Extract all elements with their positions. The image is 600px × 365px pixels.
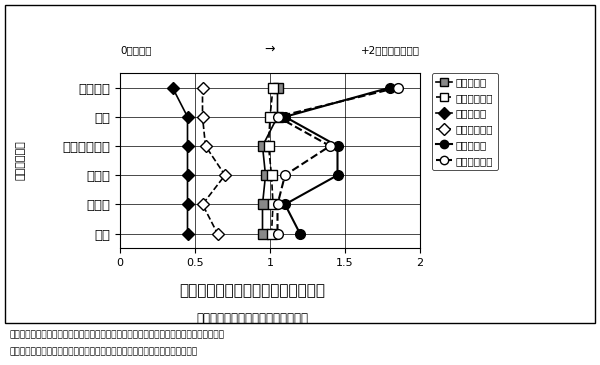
Text: 0（普通）: 0（普通） <box>120 46 151 55</box>
Text: 品質評価項目: 品質評価項目 <box>16 141 26 180</box>
Text: 図１　消費者による牛肉の食味評価: 図１ 消費者による牛肉の食味評価 <box>179 283 325 298</box>
Text: 柔らかさと香り以外，１％水準で有意，短角では全て項目で有意差なし。: 柔らかさと香り以外，１％水準で有意，短角では全て項目で有意差なし。 <box>9 347 197 357</box>
Text: +2（非常によい）: +2（非常によい） <box>361 46 420 55</box>
Text: →: → <box>265 42 275 55</box>
Legend: 短角－提示, 短角－不提示, 輸入－提示, 輸入－不提示, 黒毛－提示, 黒毛－不提示: 短角－提示, 短角－不提示, 輸入－提示, 輸入－不提示, 黒毛－提示, 黒毛－… <box>432 73 497 170</box>
Text: （品質の提示・不提示による相違）: （品質の提示・不提示による相違） <box>196 312 308 325</box>
Text: 注：提示・不提示で食味評価の各項目について，黒毛では柔らかさと香り以外，輸入では: 注：提示・不提示で食味評価の各項目について，黒毛では柔らかさと香り以外，輸入では <box>9 330 224 339</box>
